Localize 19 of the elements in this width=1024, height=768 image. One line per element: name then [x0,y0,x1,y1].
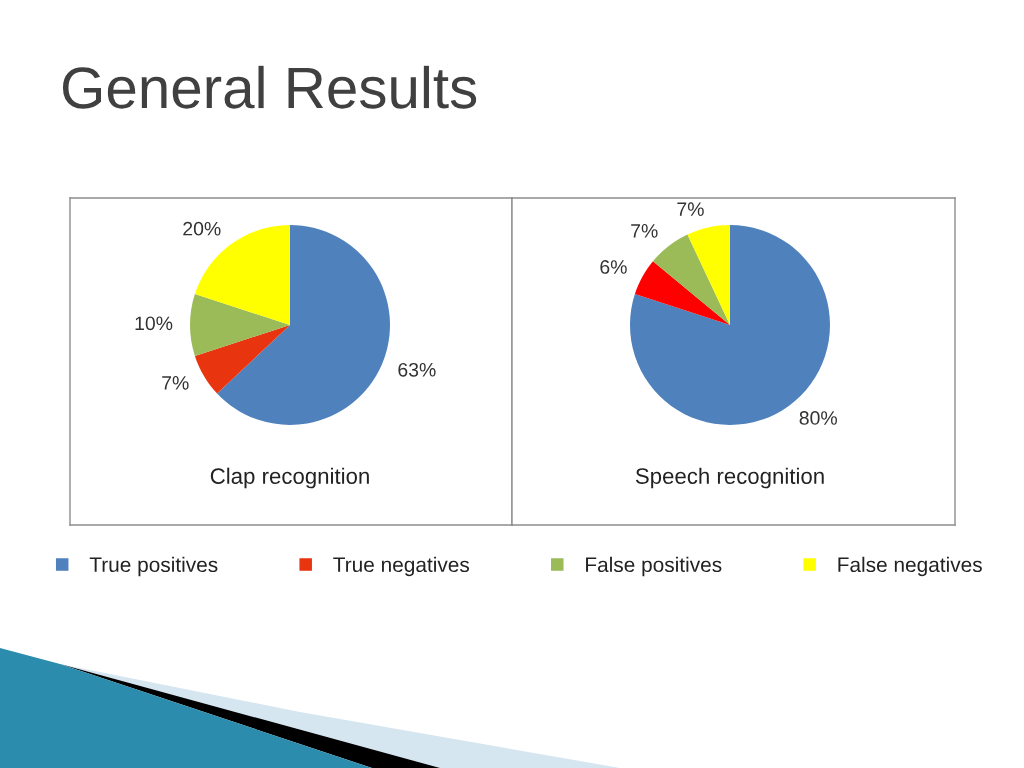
data-label: 7% [677,202,704,216]
pie-slice [687,225,730,325]
legend-label: True negatives [333,556,470,577]
data-label: 80% [799,411,837,425]
text: Clap recognition [210,467,369,489]
data-label: 10% [135,316,173,331]
data-label: 7% [162,376,189,390]
legend-label: False positives [586,556,722,577]
pie-slice [190,294,290,356]
data-label: 7% [631,224,658,238]
legend-label: False negatives [838,556,982,577]
text: Speech recognition [635,467,824,489]
data-label: 63% [398,362,436,377]
pie-slice [634,261,730,325]
data-label: 6% [600,260,627,274]
legend-label: True positives [89,556,218,577]
pie-slice [194,325,290,394]
text: General Results [62,65,477,109]
data-label: 20% [183,221,221,236]
